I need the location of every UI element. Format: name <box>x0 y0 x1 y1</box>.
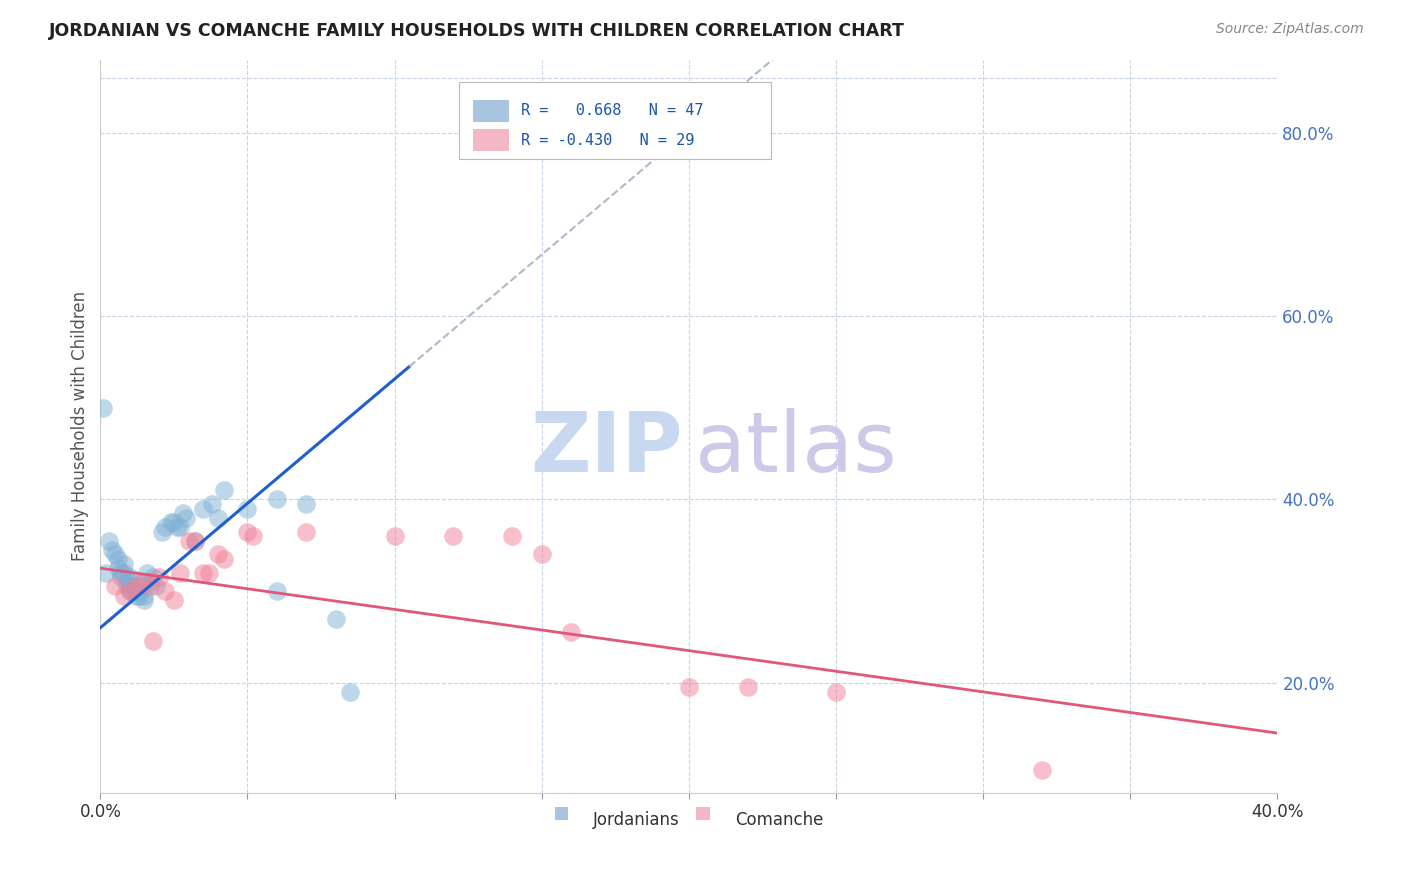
Text: ZIP: ZIP <box>530 408 683 489</box>
Legend: Jordanians, Comanche: Jordanians, Comanche <box>548 804 830 836</box>
Point <box>115 574 138 589</box>
Point <box>110 570 132 584</box>
Point <box>183 533 205 548</box>
Point <box>193 501 215 516</box>
Point <box>128 589 150 603</box>
Point <box>163 516 186 530</box>
Text: atlas: atlas <box>695 408 897 489</box>
Point <box>124 589 146 603</box>
Point <box>118 570 141 584</box>
Point <box>174 510 197 524</box>
Point <box>212 552 235 566</box>
Point <box>128 584 150 599</box>
Point <box>112 557 135 571</box>
Point <box>201 497 224 511</box>
Point <box>163 593 186 607</box>
Point <box>183 533 205 548</box>
Point <box>266 584 288 599</box>
Point <box>121 579 143 593</box>
Point <box>169 520 191 534</box>
Point <box>295 524 318 539</box>
Point <box>91 401 114 415</box>
Point <box>242 529 264 543</box>
Point <box>266 492 288 507</box>
Point <box>142 634 165 648</box>
Point <box>501 529 523 543</box>
Point <box>110 566 132 580</box>
Point <box>98 533 121 548</box>
Point <box>212 483 235 498</box>
Text: JORDANIAN VS COMANCHE FAMILY HOUSEHOLDS WITH CHILDREN CORRELATION CHART: JORDANIAN VS COMANCHE FAMILY HOUSEHOLDS … <box>49 22 905 40</box>
Point <box>107 561 129 575</box>
Point <box>131 574 153 589</box>
Point <box>325 611 347 625</box>
Point <box>134 593 156 607</box>
Bar <box>474 129 509 152</box>
Point <box>153 520 176 534</box>
Bar <box>474 100 509 122</box>
Point <box>118 584 141 599</box>
Point <box>384 529 406 543</box>
Point <box>104 579 127 593</box>
Point <box>139 579 162 593</box>
Point <box>193 566 215 580</box>
Text: R = -0.430   N = 29: R = -0.430 N = 29 <box>520 133 695 148</box>
Y-axis label: Family Households with Children: Family Households with Children <box>72 291 89 561</box>
Point <box>136 566 159 580</box>
Point <box>737 680 759 694</box>
Point <box>825 685 848 699</box>
Point <box>118 584 141 599</box>
Text: Source: ZipAtlas.com: Source: ZipAtlas.com <box>1216 22 1364 37</box>
Point <box>134 574 156 589</box>
Point <box>124 584 146 599</box>
Point <box>104 548 127 562</box>
Point <box>134 589 156 603</box>
Text: R =   0.668   N = 47: R = 0.668 N = 47 <box>520 103 703 119</box>
Point <box>530 548 553 562</box>
Point <box>145 579 167 593</box>
Point <box>160 516 183 530</box>
Point <box>112 589 135 603</box>
Point <box>169 566 191 580</box>
Point <box>148 570 170 584</box>
Point <box>339 685 361 699</box>
Point <box>101 542 124 557</box>
Point <box>124 579 146 593</box>
Point <box>443 529 465 543</box>
FancyBboxPatch shape <box>460 81 772 159</box>
Point <box>678 680 700 694</box>
Point <box>207 510 229 524</box>
Point <box>172 506 194 520</box>
Point <box>1031 763 1053 777</box>
Point <box>115 579 138 593</box>
Point <box>139 574 162 589</box>
Point <box>118 574 141 589</box>
Point <box>112 566 135 580</box>
Point <box>96 566 118 580</box>
Point <box>142 570 165 584</box>
Point <box>177 533 200 548</box>
Point <box>560 625 582 640</box>
Point <box>236 501 259 516</box>
Point <box>107 552 129 566</box>
Point <box>295 497 318 511</box>
Point <box>150 524 173 539</box>
Point <box>166 520 188 534</box>
Point <box>153 584 176 599</box>
Point <box>236 524 259 539</box>
Point <box>198 566 221 580</box>
Point <box>207 548 229 562</box>
